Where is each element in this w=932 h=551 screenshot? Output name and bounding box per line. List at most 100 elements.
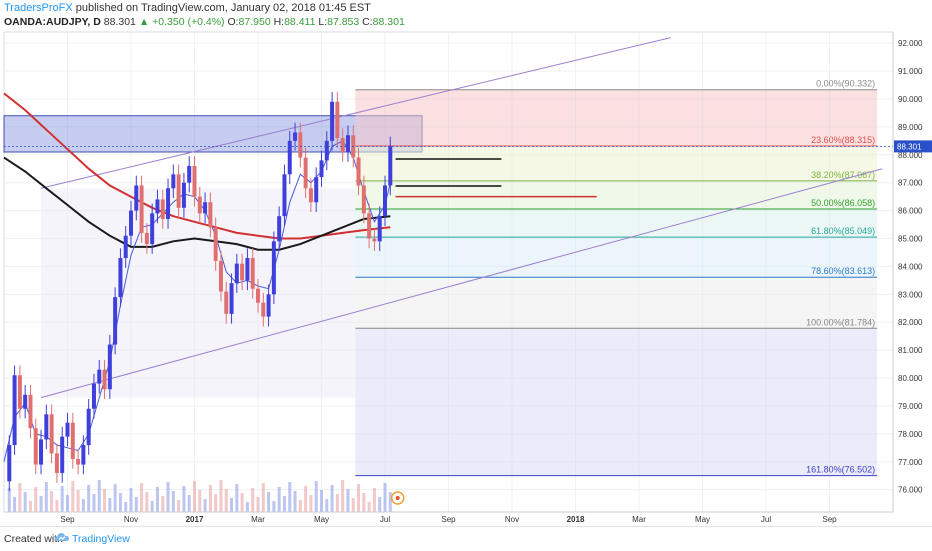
- candle-body: [139, 185, 144, 233]
- tradingview-brand-link[interactable]: TradingView: [72, 533, 130, 545]
- candle-body: [287, 140, 292, 175]
- fib-level-label: 23.60%(88.315): [811, 135, 875, 145]
- volume-bar: [92, 494, 96, 512]
- volume-bar: [55, 500, 59, 512]
- price-tick-label: 79.000: [898, 402, 923, 411]
- axes-layer: 92.000 91.000 90.000 89.000 88.000 87.000 86.0…: [4, 32, 932, 524]
- volume-bar: [145, 492, 149, 512]
- price-tick-label: 77.000: [898, 458, 923, 467]
- candle-body: [54, 453, 59, 473]
- ohlc-line: OANDA:AUDJPY, D 88.301 ▲ +0.350 (+0.4%) …: [4, 16, 405, 29]
- candle-body: [44, 414, 49, 440]
- volume-bar: [171, 491, 175, 512]
- candle-body: [28, 394, 33, 429]
- candle-body: [277, 216, 282, 242]
- volume-bar: [50, 491, 54, 512]
- volume-bar: [118, 493, 122, 512]
- price-tick-label: 89.000: [898, 123, 923, 132]
- candles-layer: [7, 92, 393, 492]
- volume-bar: [134, 497, 138, 512]
- volume-bar: [314, 481, 318, 512]
- candle-body: [102, 369, 107, 390]
- fib-level-label: 38.20%(87.067): [811, 170, 875, 180]
- volume-bar: [388, 492, 392, 512]
- candle-body: [356, 157, 361, 186]
- volume-bar: [187, 495, 191, 512]
- volume-bar: [203, 499, 207, 512]
- candle-body: [266, 294, 271, 317]
- volume-bar: [140, 483, 144, 512]
- volume-bar: [208, 485, 212, 512]
- volume-bar: [277, 487, 281, 512]
- symbol-label: OANDA:AUDJPY, D: [4, 16, 101, 28]
- candle-body: [155, 199, 160, 214]
- fib-level-label: 0.00%(90.332): [816, 79, 875, 89]
- fibonacci-layer: 0.00%(90.332) 23.60%(88.315) 38.20%(87.067…: [355, 79, 878, 477]
- volume-bar: [293, 491, 297, 512]
- candle-body: [229, 283, 234, 314]
- volume-bar: [288, 482, 292, 512]
- candle-body: [113, 297, 118, 345]
- candle-body: [118, 258, 123, 298]
- volume-bar: [330, 485, 334, 512]
- time-tick-label: Sep: [60, 515, 75, 524]
- fib-band: [355, 146, 878, 181]
- candle-body: [171, 174, 176, 189]
- candle-body: [160, 199, 165, 219]
- price-tick-label: 76.000: [898, 486, 923, 495]
- candle-body: [330, 101, 335, 141]
- candle-body: [213, 227, 218, 261]
- volume-bar: [66, 495, 69, 512]
- volume-bar: [23, 492, 27, 512]
- close-label: C:: [362, 16, 373, 28]
- time-tick-label: Nov: [505, 515, 519, 524]
- volume-bar: [182, 486, 186, 512]
- volume-bar: [124, 502, 128, 512]
- volume-bar: [97, 480, 101, 512]
- change-value: +0.350 (+0.4%): [152, 16, 225, 28]
- channel-fill-zone: [41, 188, 356, 398]
- high-label: H:: [273, 16, 285, 28]
- fib-level-label: 100.00%(81.784): [806, 317, 875, 327]
- fib-band: [355, 328, 878, 476]
- candle-body: [388, 146, 393, 186]
- fib-level-label: 161.80%(76.502): [806, 465, 875, 475]
- open-label: O:: [227, 16, 239, 28]
- last-price-tag-label: 88.301: [897, 142, 922, 151]
- time-tick-label: May: [695, 515, 710, 524]
- time-tick-label: Mar: [632, 515, 646, 524]
- volume-bar: [230, 498, 234, 512]
- publisher-link[interactable]: TradersProFX: [4, 2, 73, 14]
- price-tick-label: 83.000: [898, 290, 923, 299]
- volume-bar: [60, 486, 64, 512]
- candle-body: [176, 174, 181, 208]
- candle-body: [12, 375, 17, 446]
- published-text: published on TradingView.com, January 02…: [75, 2, 371, 14]
- fib-band: [355, 277, 878, 329]
- candle-body: [107, 344, 112, 390]
- price-chart[interactable]: 0.00%(90.332) 23.60%(88.315) 38.20%(87.067…: [0, 0, 932, 526]
- volume-bar: [7, 488, 11, 512]
- candle-body: [123, 235, 128, 259]
- volume-bar: [87, 485, 91, 512]
- open-value: 87.950: [238, 16, 271, 28]
- volume-bar: [245, 502, 249, 512]
- channel-upper-line: [40, 37, 671, 189]
- volume-bar: [235, 484, 239, 512]
- low-value: 87.853: [327, 16, 360, 28]
- volume-bar: [71, 481, 75, 512]
- candle-body: [345, 135, 350, 152]
- publish-line: TradersProFX published on TradingView.co…: [4, 2, 405, 15]
- candle-body: [324, 140, 329, 161]
- volume-bar: [224, 489, 228, 512]
- candle-body: [256, 288, 260, 303]
- volume-bar: [372, 488, 376, 512]
- candle-body: [308, 188, 313, 203]
- candle-body: [361, 185, 366, 214]
- volume-bar: [256, 497, 260, 512]
- horizontal-lines-layer: [4, 145, 893, 505]
- candle-body: [65, 422, 70, 437]
- price-tick-label: 85.000: [898, 235, 923, 244]
- candle-body: [314, 177, 319, 203]
- candle-body: [319, 160, 324, 178]
